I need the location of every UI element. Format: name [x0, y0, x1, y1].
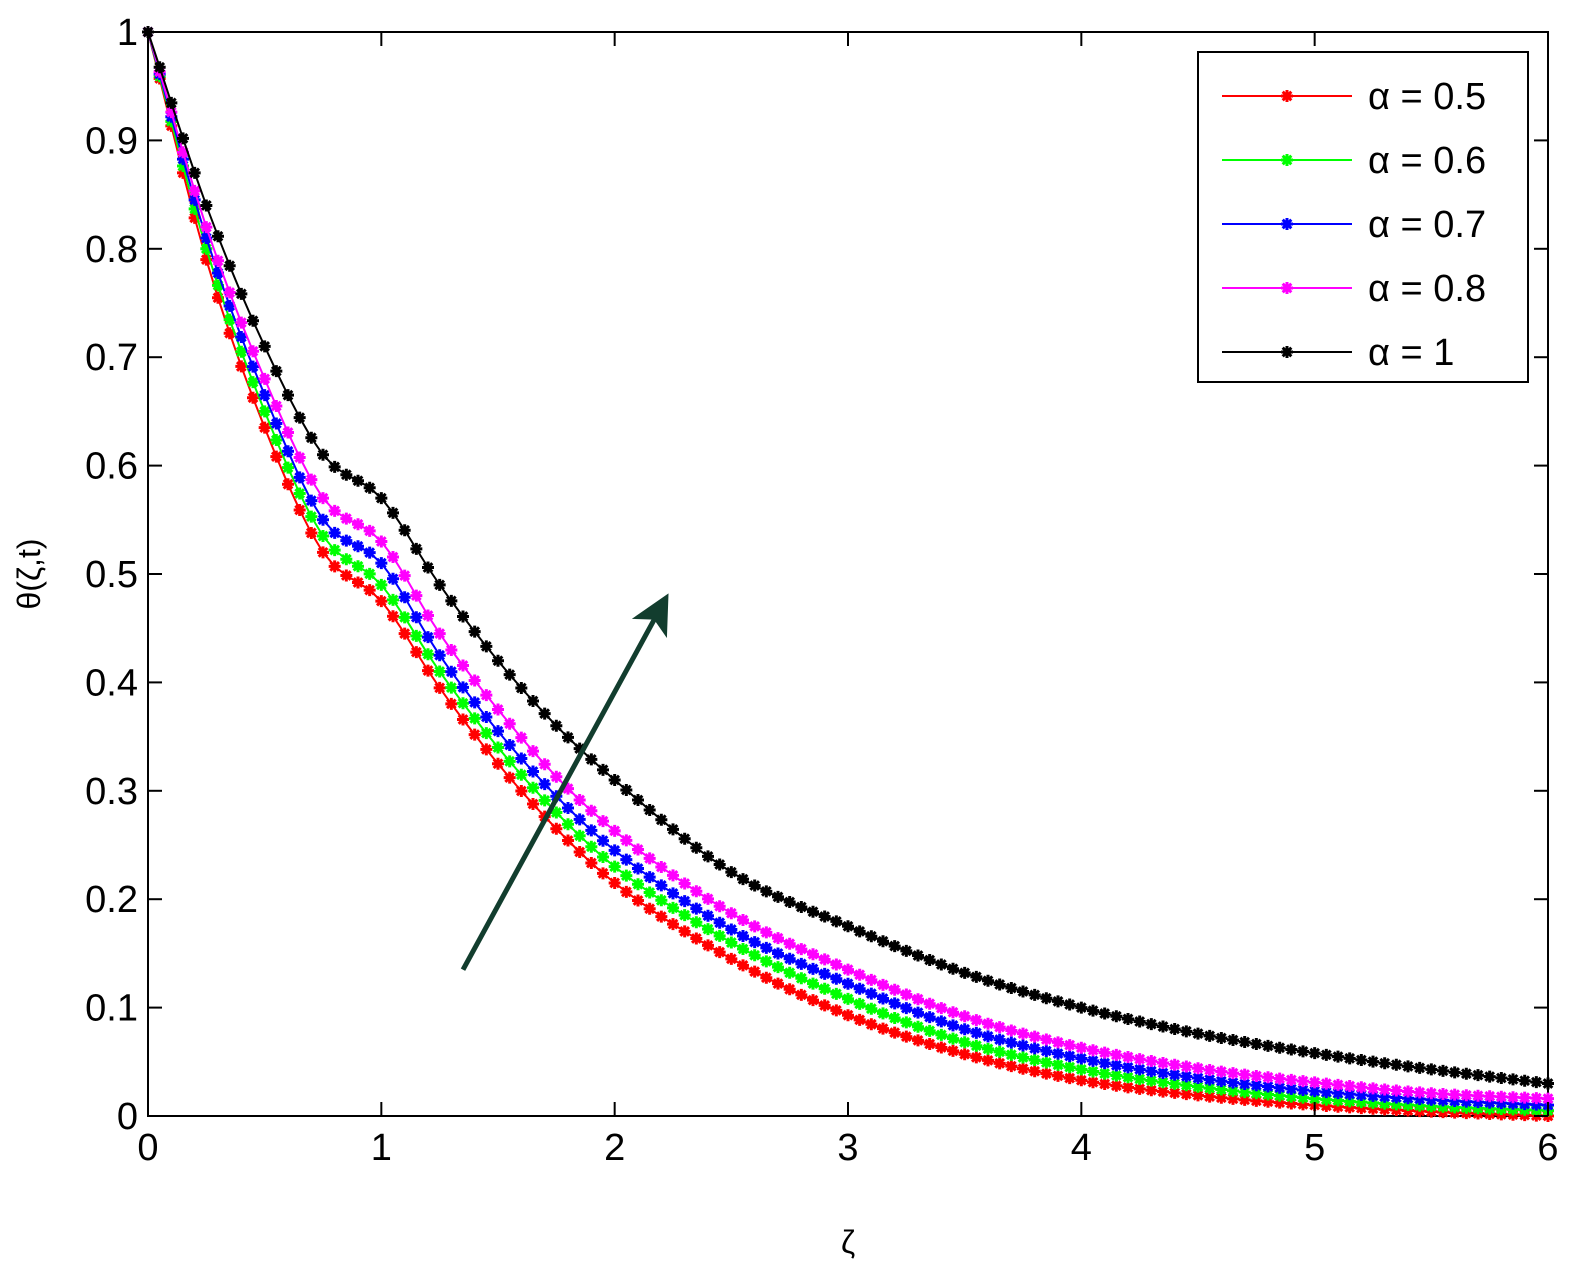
- annotation-layer: [460, 593, 669, 971]
- legend-entry: α = 0.8: [1222, 268, 1486, 310]
- series-markers-3: [142, 26, 1554, 1112]
- y-tick-label: 0.6: [85, 446, 138, 488]
- y-tick-label: 0.3: [85, 771, 138, 813]
- x-tick-label: 5: [1304, 1127, 1325, 1169]
- legend-entry: α = 1: [1222, 332, 1454, 374]
- x-tick-label: 2: [604, 1127, 625, 1169]
- series-4: [142, 26, 1554, 1105]
- legend-marker: [1281, 346, 1293, 358]
- series-markers-2: [142, 26, 1554, 1117]
- legend-marker: [1281, 282, 1293, 294]
- y-tick-label: 0.5: [85, 554, 138, 596]
- legend-marker: [1281, 218, 1293, 230]
- legend-entry: α = 0.7: [1222, 204, 1486, 246]
- y-axis-label: θ(ζ,t): [11, 539, 47, 610]
- series-2: [142, 26, 1554, 1117]
- y-tick-label: 0.8: [85, 229, 138, 271]
- y-tick-label: 0.9: [85, 120, 138, 162]
- y-tick-label: 0.7: [85, 337, 138, 379]
- legend-label: α = 0.6: [1368, 140, 1486, 182]
- x-tick-label: 0: [137, 1127, 158, 1169]
- y-tick-label: 0.2: [85, 879, 138, 921]
- x-tick-label: 4: [1071, 1127, 1092, 1169]
- ticks-layer: 0 1 2 3 4 5 6 0 0.1 0.2 0.3 0.4 0.5 0.6 0.7 0.8 0.9 1: [85, 12, 1558, 1169]
- x-axis-label: ζ: [841, 1224, 855, 1260]
- y-tick-label: 1: [117, 12, 138, 54]
- x-tick-label: 6: [1537, 1127, 1558, 1169]
- series-5: [142, 26, 1554, 1090]
- series-markers-5: [142, 26, 1554, 1090]
- legend: α = 0.5 α = 0.6 α = 0.7 α = 0.8 α = 1: [1197, 51, 1529, 383]
- legend-entry: α = 0.6: [1222, 140, 1486, 182]
- legend-marker: [1281, 154, 1293, 166]
- legend-marker: [1281, 90, 1293, 102]
- y-tick-label: 0.1: [85, 988, 138, 1030]
- legend-label: α = 0.7: [1368, 204, 1486, 246]
- legend-label: α = 0.8: [1368, 268, 1486, 310]
- trend-arrow: [460, 593, 669, 971]
- legend-box: [1197, 51, 1529, 383]
- legend-label: α = 1: [1368, 332, 1454, 374]
- y-tick-label: 0: [117, 1096, 138, 1138]
- series-3: [142, 26, 1554, 1112]
- legend-label: α = 0.5: [1368, 76, 1486, 118]
- x-tick-label: 3: [837, 1127, 858, 1169]
- y-tick-label: 0.4: [85, 662, 138, 704]
- series-markers-4: [142, 26, 1554, 1105]
- legend-entry: α = 0.5: [1222, 76, 1486, 118]
- x-tick-label: 1: [371, 1127, 392, 1169]
